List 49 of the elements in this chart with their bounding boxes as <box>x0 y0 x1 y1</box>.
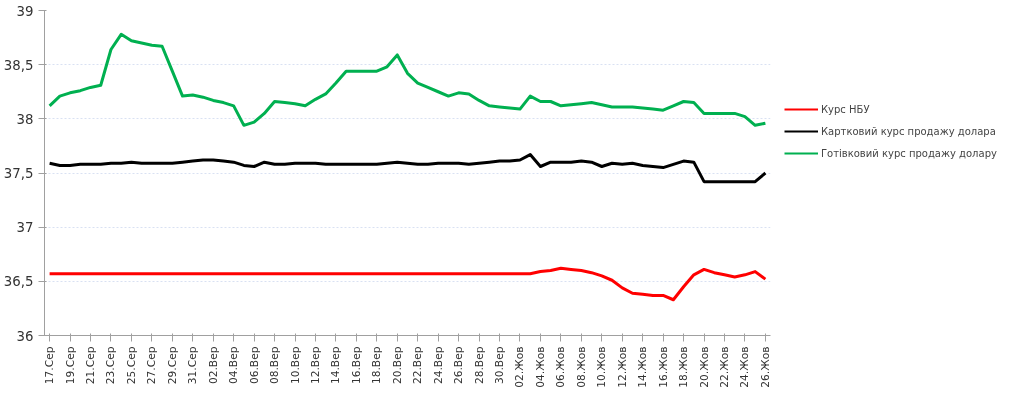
x-tick-label: 18.Вер <box>370 346 384 385</box>
x-tick-label: 25.Сер <box>124 346 138 385</box>
legend-label: Картковий курс продажу долара <box>821 125 996 137</box>
x-tick-label: 21.Сер <box>84 346 98 385</box>
x-tick-label: 08.Жов <box>574 346 588 388</box>
x-tick-label: 06.Вер <box>247 346 261 385</box>
legend-label: Готівковий курс продажу долару <box>821 147 997 159</box>
x-tick-label: 02.Вер <box>206 346 220 385</box>
x-tick-label: 26.Вер <box>452 346 466 385</box>
x-tick-label: 26.Жов <box>758 346 772 388</box>
x-tick-label: 12.Жов <box>615 346 629 388</box>
x-tick-label: 22.Вер <box>411 346 425 385</box>
y-tick-label: 37 <box>16 220 34 236</box>
x-tick-label: 28.Вер <box>472 346 486 385</box>
x-tick-label: 14.Вер <box>329 346 343 385</box>
x-tick-label: 20.Жов <box>697 346 711 388</box>
x-tick-label: 16.Жов <box>656 346 670 388</box>
y-tick-label: 37,5 <box>3 166 34 181</box>
y-tick-label: 36 <box>16 328 34 344</box>
x-tick-label: 08.Вер <box>268 346 282 385</box>
x-tick-label: 22.Жов <box>717 346 731 388</box>
line-series <box>48 32 767 127</box>
y-tick-label: 36,5 <box>3 274 34 290</box>
x-tick-label: 24.Вер <box>431 346 445 385</box>
x-tick-label: 10.Вер <box>288 346 302 385</box>
x-tick-label: 27.Сер <box>145 346 159 385</box>
x-tick-label: 17.Сер <box>43 346 57 385</box>
x-tick-label: 18.Жов <box>677 346 691 388</box>
line-series <box>48 266 767 302</box>
x-tick-label: 06.Жов <box>554 346 568 388</box>
x-tick-label: 19.Сер <box>63 346 77 385</box>
x-tick-label: 12.Вер <box>308 346 322 385</box>
x-tick-label: 23.Сер <box>104 346 118 385</box>
x-tick-label: 04.Жов <box>533 346 547 388</box>
y-tick-label: 38,5 <box>3 57 34 73</box>
x-tick-label: 10.Жов <box>595 346 609 388</box>
line-series <box>48 153 767 184</box>
x-tick-label: 16.Вер <box>349 346 363 385</box>
legend-label: Курс НБУ <box>821 103 870 115</box>
x-tick-label: 14.Жов <box>636 346 650 388</box>
y-tick-label: 38 <box>16 111 34 127</box>
x-tick-label: 30.Вер <box>493 346 507 385</box>
x-tick-label: 31.Сер <box>186 346 200 385</box>
x-tick-label: 20.Вер <box>390 346 404 385</box>
x-tick-label: 29.Сер <box>165 346 179 385</box>
y-tick-label: 39 <box>16 3 34 19</box>
x-tick-label: 04.Вер <box>227 346 241 385</box>
x-tick-label: 24.Жов <box>738 346 752 388</box>
x-tick-label: 02.Жов <box>513 346 527 388</box>
